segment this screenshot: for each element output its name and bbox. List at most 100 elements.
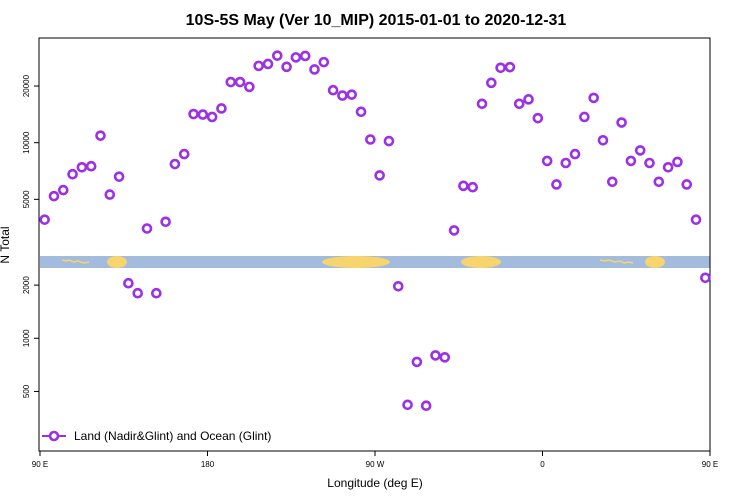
land-blob-australia-repeat <box>645 256 665 268</box>
data-points <box>39 50 711 412</box>
x-tick-label: 90 E <box>702 460 718 469</box>
x-axis-label: Longitude (deg E) <box>327 476 422 490</box>
data-point <box>141 223 153 234</box>
data-point <box>560 157 572 169</box>
legend-marker <box>48 430 60 442</box>
data-point <box>579 111 590 123</box>
data-point <box>541 155 553 167</box>
data-point <box>495 62 506 74</box>
data-point <box>160 216 171 228</box>
land-strip <box>40 256 710 268</box>
data-point <box>151 287 162 299</box>
data-point <box>188 108 199 120</box>
y-tick-label: 5000 <box>22 190 31 208</box>
data-point <box>448 225 460 236</box>
data-point <box>523 94 534 105</box>
data-point <box>690 214 702 225</box>
chart-title: 10S-5S May (Ver 10_MIP) 2015-01-01 to 20… <box>186 12 567 29</box>
data-point <box>67 168 78 180</box>
y-tick-label: 500 <box>22 384 31 398</box>
data-point <box>197 109 209 120</box>
y-axis-label: N Total <box>0 226 12 263</box>
data-point <box>337 90 348 101</box>
data-point <box>569 148 581 160</box>
data-point <box>420 400 432 412</box>
data-point <box>644 157 655 169</box>
data-point <box>318 56 330 68</box>
data-point <box>253 60 264 72</box>
data-point <box>402 399 413 411</box>
x-tick-label: 180 <box>201 460 215 469</box>
data-point <box>281 61 292 73</box>
x-axis: 90 E 180 90 W 0 90 E <box>32 451 718 469</box>
land-blob-south-america <box>322 256 390 268</box>
data-point <box>504 61 516 73</box>
data-point <box>653 176 665 188</box>
data-point <box>467 181 479 193</box>
data-point <box>346 89 358 100</box>
data-point <box>95 130 106 141</box>
island-chain-west <box>61 259 90 264</box>
data-point <box>476 98 488 110</box>
data-point <box>439 352 451 363</box>
x-tick-label: 90 W <box>366 460 385 469</box>
data-point <box>672 156 683 168</box>
data-point <box>85 160 97 172</box>
data-point <box>588 92 599 104</box>
data-point <box>206 111 218 123</box>
data-point <box>123 277 134 289</box>
data-point <box>551 179 562 190</box>
data-point <box>700 272 711 284</box>
data-point <box>355 106 367 118</box>
data-point <box>616 117 627 128</box>
data-point <box>327 84 339 96</box>
data-point <box>48 190 60 202</box>
data-point <box>57 184 69 196</box>
data-point <box>216 103 227 114</box>
data-point <box>290 52 302 63</box>
data-point <box>39 214 50 225</box>
data-point <box>76 162 88 173</box>
data-point <box>113 171 125 182</box>
y-axis: 5000 10000 20000 500 1000 2000 <box>22 74 39 398</box>
legend: Land (Nadir&Glint) and Ocean (Glint) <box>42 429 271 443</box>
data-point <box>309 64 320 75</box>
x-tick-label: 0 <box>540 460 545 469</box>
data-point <box>513 98 525 110</box>
data-point <box>178 148 190 160</box>
data-point <box>486 77 497 89</box>
island-chain-east <box>599 259 634 264</box>
data-point <box>634 145 646 156</box>
data-point <box>104 189 116 200</box>
data-point <box>169 158 181 170</box>
data-point <box>430 350 441 361</box>
data-point <box>458 180 469 192</box>
data-point <box>374 170 385 181</box>
data-point <box>662 162 674 173</box>
plot-frame <box>38 37 711 452</box>
data-point <box>625 155 637 167</box>
data-point <box>392 280 404 292</box>
y-tick-label: 1000 <box>22 329 31 347</box>
y-tick-label: 10000 <box>22 131 31 154</box>
y-tick-label: 20000 <box>22 74 31 97</box>
data-point <box>411 356 423 368</box>
data-point <box>225 76 237 88</box>
data-point <box>383 135 395 147</box>
data-point <box>365 134 376 145</box>
data-point <box>234 76 246 88</box>
data-point <box>132 287 144 299</box>
data-point <box>299 50 311 62</box>
data-point <box>532 112 544 124</box>
data-point <box>244 81 255 93</box>
legend-label: Land (Nadir&Glint) and Ocean (Glint) <box>74 429 271 443</box>
data-point <box>606 176 618 188</box>
data-point <box>262 58 274 70</box>
land-blob-africa <box>461 256 501 268</box>
land-blob-australia <box>107 256 127 268</box>
data-point <box>597 134 609 146</box>
x-tick-label: 90 E <box>32 460 48 469</box>
data-point <box>271 50 283 61</box>
data-point <box>681 179 693 190</box>
